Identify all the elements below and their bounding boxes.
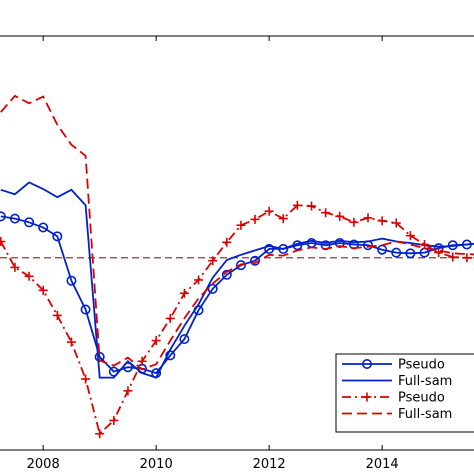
series-3-point <box>321 208 331 218</box>
series-1-point <box>264 243 275 254</box>
series-3-point <box>123 386 133 396</box>
series-4 <box>0 94 474 371</box>
legend-marker-3 <box>362 392 372 402</box>
x-tick-label-2008: 2008 <box>27 457 60 472</box>
series-3-point <box>335 211 345 221</box>
series-3-point <box>434 248 444 258</box>
series-1-point <box>24 217 35 228</box>
series-3-point <box>24 271 34 281</box>
series-3-point <box>391 218 401 228</box>
legend-label-1: Pseudo <box>398 358 445 373</box>
series-3-point <box>0 237 6 247</box>
x-tick-label-2012: 2012 <box>253 457 286 472</box>
series-1-point <box>405 248 416 259</box>
series-layer <box>0 94 474 439</box>
series-3-point <box>81 374 91 384</box>
series-3-point <box>222 237 232 247</box>
series-3-point <box>462 253 472 263</box>
series-3-point <box>95 429 105 439</box>
series-3-point <box>66 337 76 347</box>
legend-marker-1 <box>361 358 372 369</box>
series-3-line <box>0 204 474 436</box>
series-1-point <box>38 222 49 233</box>
legend-label-2: Full-sam <box>398 374 452 389</box>
series-3-point <box>349 217 359 227</box>
series-3-point <box>179 288 189 298</box>
series-1-point <box>334 238 345 249</box>
series-1-point <box>221 269 232 280</box>
series-1-point <box>235 260 246 271</box>
legend-entry-4: Full-sam <box>342 407 452 422</box>
series-3-point <box>405 231 415 241</box>
series-3-point <box>448 252 458 262</box>
series-3-point <box>137 356 147 366</box>
series-3-point <box>377 216 387 226</box>
series-3-point <box>208 256 218 266</box>
axis-layer: 2008 2010 2012 2014 <box>0 35 474 472</box>
series-3-point <box>165 313 175 323</box>
series-3-point <box>420 239 430 249</box>
series-1-point <box>52 231 63 242</box>
series-3-point <box>264 206 274 216</box>
series-3-point <box>292 200 302 210</box>
legend-entry-2: Full-sam <box>342 374 452 389</box>
legend-entry-3: Pseudo <box>342 391 445 406</box>
series-3-point <box>278 214 288 224</box>
series-3-point <box>109 415 119 425</box>
series-3 <box>0 200 474 439</box>
series-4-line <box>0 94 474 371</box>
series-3-point <box>363 213 373 223</box>
series-1-point <box>179 334 190 345</box>
series-1-point <box>66 275 77 286</box>
legend-label-3: Pseudo <box>398 391 445 406</box>
legend-box <box>335 353 474 433</box>
series-1-point <box>9 213 20 224</box>
x-tick-label-2014: 2014 <box>366 457 399 472</box>
series-3-point <box>10 262 20 272</box>
series-3-point <box>236 220 246 230</box>
series-3-point <box>52 310 62 320</box>
series-1-point <box>0 211 6 222</box>
series-3-point <box>151 336 161 346</box>
series-3-point <box>250 214 260 224</box>
series-3-point <box>307 201 317 211</box>
series-3-point <box>194 275 204 285</box>
x-tick-label-2010: 2010 <box>140 457 173 472</box>
legend-label-4: Full-sam <box>398 407 452 422</box>
series-1-point <box>80 304 91 315</box>
legend-entry-1: Pseudo <box>342 358 445 373</box>
series-1-point <box>391 247 402 258</box>
series-3-point <box>38 285 48 295</box>
